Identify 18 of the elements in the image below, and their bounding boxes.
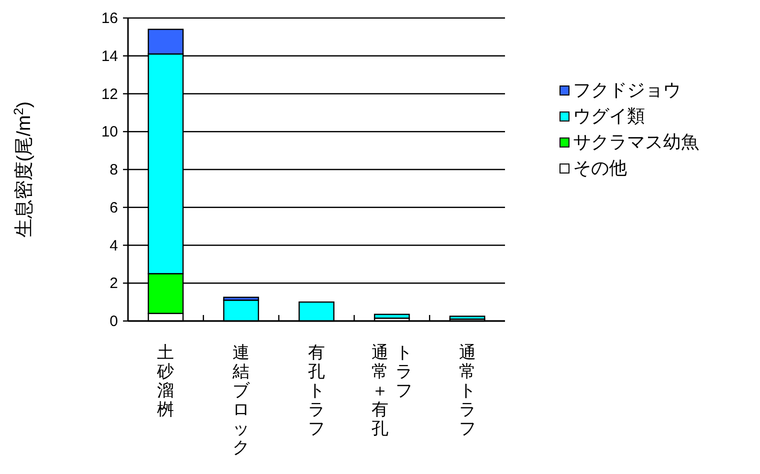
legend-label: その他 (573, 158, 627, 178)
y-tick-label: 12 (101, 86, 118, 103)
y-tick-label: 4 (110, 237, 118, 254)
x-tick-label: 通常トラフ (458, 343, 477, 438)
legend-label: フクドジョウ (573, 80, 681, 100)
legend-label: サクラマス幼魚 (573, 132, 699, 152)
y-tick-label: 0 (110, 313, 118, 330)
y-tick-label: 8 (110, 162, 118, 178)
x-tick-label: 連結ブロック (232, 343, 251, 457)
y-tick-label: 10 (101, 124, 118, 141)
y-tick-label: 6 (110, 199, 118, 216)
y-tick-label: 16 (101, 10, 118, 27)
category-label: 通常＋有孔トラフ (371, 343, 412, 438)
y-tick-label: 2 (110, 275, 118, 292)
y-tick-label: 14 (101, 48, 118, 65)
x-tick-label: 土砂溜桝 (156, 343, 176, 419)
x-tick-label: 有孔トラフ (307, 343, 326, 438)
legend-label: ウグイ類 (573, 106, 645, 126)
